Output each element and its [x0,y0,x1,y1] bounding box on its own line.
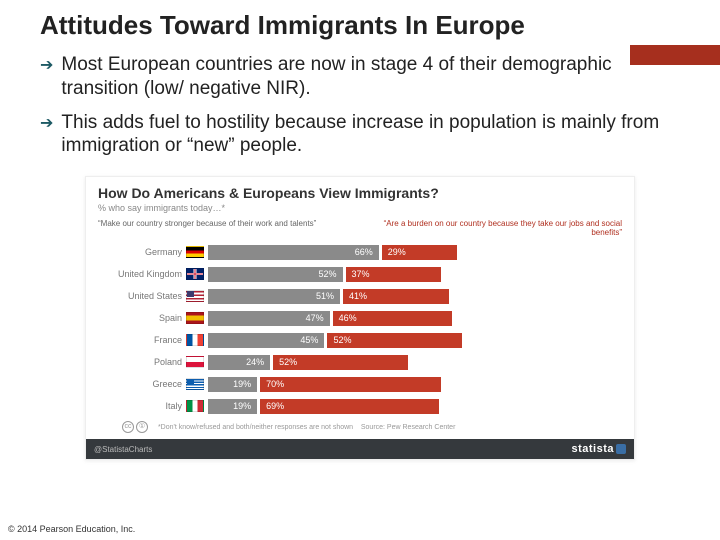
chart-rows: Germany66%29%United Kingdom52%37%United … [98,241,622,417]
bar-stronger: 51% [208,289,340,304]
flag-icon [186,356,204,368]
bar-value: 69% [266,401,284,411]
bar-track: 47% 46% [208,311,622,326]
chart-row: Germany 66% 29% [98,241,622,263]
chart-footer: @StatistaCharts statista [86,439,634,459]
chart-headers: “Make our country stronger because of th… [98,219,622,237]
bar-value: 66% [355,247,373,257]
country-label: Italy [98,401,186,411]
chart-row: Spain 47% 46% [98,307,622,329]
flag-icon [186,268,204,280]
chart-row: Greece 19% 70% [98,373,622,395]
bar-burden: 52% [327,333,462,348]
bullet-item: ➔ Most European countries are now in sta… [40,53,680,101]
bar-track: 51% 41% [208,289,622,304]
slide-title: Attitudes Toward Immigrants In Europe [0,0,720,49]
bar-value: 46% [339,313,357,323]
footnote-text: *Don't know/refused and both/neither res… [158,424,353,431]
chart-header-left: “Make our country stronger because of th… [98,219,339,237]
arrow-icon: ➔ [40,55,53,75]
chart-card: How Do Americans & Europeans View Immigr… [85,176,635,460]
chart-footer-left: @StatistaCharts [94,445,152,454]
bar-stronger: 52% [208,267,343,282]
bar-value: 19% [233,379,251,389]
chart-footnote: cc① *Don't know/refused and both/neither… [98,417,622,435]
chart-subtitle: % who say immigrants today…* [98,203,622,213]
bullet-item: ➔ This adds fuel to hostility because in… [40,111,680,159]
bar-value: 41% [349,291,367,301]
bar-value: 24% [246,357,264,367]
statista-logo: statista [571,443,626,455]
flag-icon [186,334,204,346]
statista-text: statista [571,443,614,455]
country-label: Poland [98,357,186,367]
chart-row: Poland 24% 52% [98,351,622,373]
bar-stronger: 66% [208,245,379,260]
bar-burden: 52% [273,355,408,370]
bar-value: 29% [388,247,406,257]
accent-bar [630,45,720,65]
flag-icon [186,246,204,258]
bullet-text: Most European countries are now in stage… [61,53,680,101]
bar-burden: 46% [333,311,452,326]
flag-icon [186,312,204,324]
bar-value: 19% [233,401,251,411]
bar-stronger: 24% [208,355,270,370]
bar-value: 45% [300,335,318,345]
bullet-list: ➔ Most European countries are now in sta… [0,49,720,174]
bar-stronger: 19% [208,377,257,392]
chart-row: United States 51% 41% [98,285,622,307]
country-label: France [98,335,186,345]
bar-value: 52% [279,357,297,367]
flag-icon [186,400,204,412]
bullet-text: This adds fuel to hostility because incr… [61,111,680,159]
bar-burden: 29% [382,245,457,260]
bar-value: 52% [319,269,337,279]
country-label: Spain [98,313,186,323]
bar-track: 52% 37% [208,267,622,282]
bar-value: 70% [266,379,284,389]
chart-header-right: “Are a burden on our country because the… [381,219,622,237]
bar-stronger: 45% [208,333,324,348]
bar-stronger: 19% [208,399,257,414]
bar-burden: 70% [260,377,441,392]
chart-row: United Kingdom 52% 37% [98,263,622,285]
statista-icon [616,444,626,454]
bar-track: 24% 52% [208,355,622,370]
bar-burden: 37% [346,267,442,282]
chart-source: Source: Pew Research Center [361,424,456,431]
bar-stronger: 47% [208,311,330,326]
country-label: Greece [98,379,186,389]
bar-value: 37% [352,269,370,279]
bar-track: 19% 69% [208,399,622,414]
country-label: Germany [98,247,186,257]
flag-icon [186,378,204,390]
bar-burden: 41% [343,289,449,304]
cc-icon: cc① [122,421,150,433]
bar-value: 51% [316,291,334,301]
bar-value: 47% [306,313,324,323]
bar-track: 66% 29% [208,245,622,260]
arrow-icon: ➔ [40,113,53,133]
bar-track: 19% 70% [208,377,622,392]
chart-title: How Do Americans & Europeans View Immigr… [98,185,622,201]
flag-icon [186,290,204,302]
bar-track: 45% 52% [208,333,622,348]
chart-row: Italy 19% 69% [98,395,622,417]
bar-burden: 69% [260,399,439,414]
copyright-text: © 2014 Pearson Education, Inc. [8,524,135,534]
bar-value: 52% [333,335,351,345]
country-label: United Kingdom [98,269,186,279]
country-label: United States [98,291,186,301]
chart-row: France 45% 52% [98,329,622,351]
